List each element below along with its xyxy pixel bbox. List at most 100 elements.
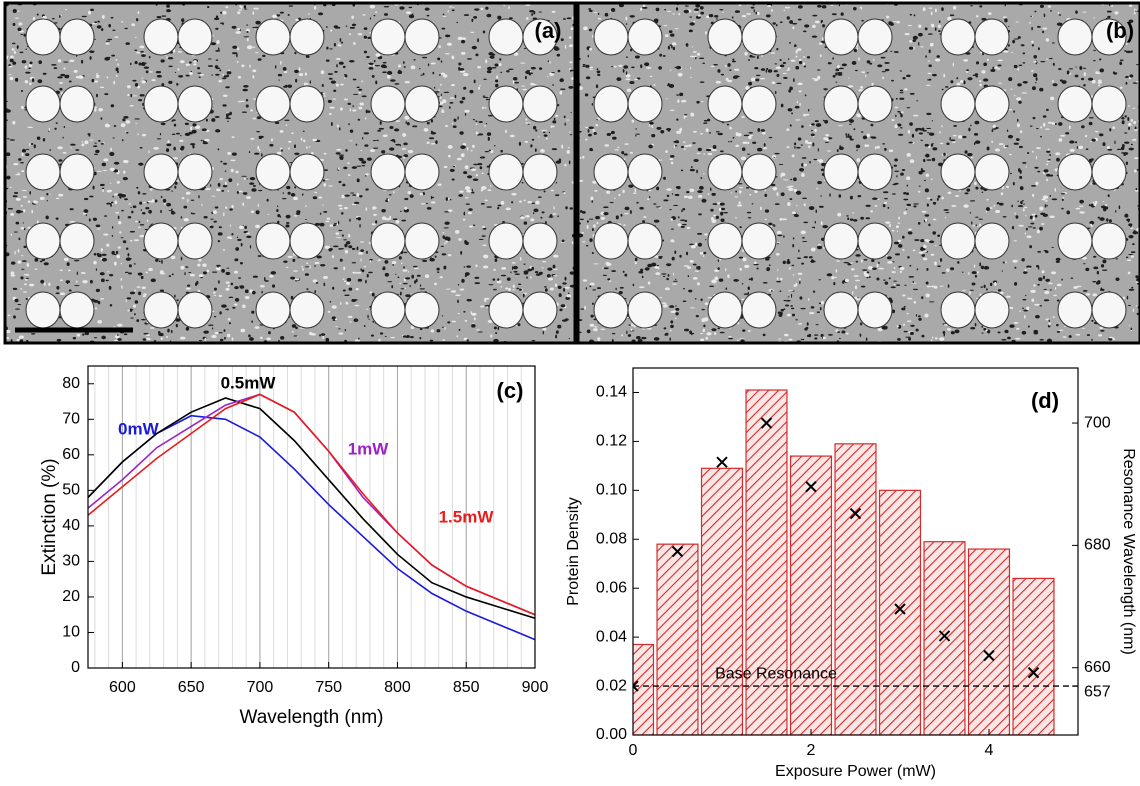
speckle: [193, 63, 197, 65]
speckle: [1024, 207, 1027, 209]
speckle: [220, 339, 224, 342]
speckle: [752, 203, 754, 204]
speckle: [519, 142, 521, 146]
speckle: [860, 217, 864, 220]
speckle: [664, 327, 667, 329]
speckle: [448, 198, 450, 200]
speckle: [663, 55, 666, 57]
speckle: [706, 149, 711, 151]
speckle: [253, 276, 258, 278]
speckle: [889, 224, 891, 227]
speckle: [462, 97, 466, 100]
speckle: [670, 110, 675, 111]
speckle: [404, 288, 406, 289]
speckle: [134, 263, 137, 264]
speckle: [918, 42, 919, 46]
speckle: [372, 293, 375, 297]
speckle: [855, 254, 860, 257]
speckle: [1007, 337, 1011, 340]
speckle: [966, 69, 969, 71]
speckle: [471, 313, 476, 316]
speckle: [951, 331, 955, 334]
speckle: [49, 194, 51, 195]
speckle: [26, 278, 29, 279]
speckle: [242, 112, 247, 113]
speckle: [94, 337, 97, 338]
speckle: [783, 300, 786, 301]
speckle: [892, 184, 896, 186]
speckle: [294, 70, 299, 73]
speckle: [166, 56, 167, 59]
speckle: [242, 202, 244, 206]
speckle: [894, 267, 896, 269]
speckle: [1012, 226, 1014, 229]
speckle: [1052, 198, 1057, 200]
speckle: [897, 222, 900, 223]
speckle: [149, 56, 151, 59]
speckle: [471, 324, 476, 328]
speckle: [143, 333, 148, 335]
speckle: [293, 270, 298, 271]
speckle: [779, 164, 783, 165]
speckle: [1121, 117, 1125, 119]
speckle: [400, 292, 402, 296]
speckle: [903, 323, 905, 326]
speckle: [489, 284, 494, 285]
speckle: [861, 131, 864, 132]
speckle: [196, 281, 198, 285]
speckle: [182, 197, 185, 199]
speckle: [561, 145, 563, 149]
speckle: [472, 145, 475, 148]
speckle: [345, 149, 348, 152]
speckle: [21, 205, 23, 207]
nanodisk: [405, 292, 439, 328]
speckle: [168, 66, 172, 67]
speckle: [166, 5, 170, 8]
speckle: [1135, 275, 1138, 278]
speckle: [945, 217, 946, 218]
speckle: [803, 56, 805, 58]
speckle: [13, 195, 18, 197]
nanodisk: [290, 154, 324, 190]
speckle: [1089, 221, 1094, 225]
speckle: [937, 234, 940, 237]
speckle: [690, 67, 691, 69]
speckle: [931, 12, 933, 16]
speckle: [255, 225, 260, 228]
speckle: [1115, 210, 1116, 213]
speckle: [780, 21, 783, 23]
nanodisk: [371, 292, 405, 328]
speckle: [219, 295, 222, 297]
speckle: [366, 251, 368, 254]
speckle: [171, 120, 173, 121]
speckle: [732, 16, 733, 18]
speckle: [232, 136, 235, 138]
speckle: [190, 274, 195, 277]
speckle: [146, 334, 150, 336]
speckle: [186, 327, 189, 331]
speckle: [342, 184, 345, 187]
speckle: [474, 317, 476, 320]
speckle: [780, 59, 782, 61]
speckle: [640, 8, 642, 11]
speckle: [322, 93, 325, 94]
speckle: [498, 327, 500, 330]
speckle: [776, 24, 778, 26]
speckle: [1036, 128, 1039, 129]
speckle: [531, 13, 533, 16]
speckle: [690, 307, 695, 308]
speckle: [264, 277, 266, 281]
speckle: [936, 55, 939, 58]
speckle: [94, 21, 97, 23]
speckle: [116, 67, 119, 71]
speckle: [752, 142, 756, 144]
speckle: [692, 46, 693, 47]
speckle: [222, 104, 226, 106]
speckle: [656, 187, 659, 191]
panel-label: (a): [535, 18, 562, 43]
speckle: [367, 315, 368, 319]
speckle: [762, 132, 766, 134]
speckle: [535, 129, 537, 131]
speckle: [604, 267, 609, 269]
speckle: [26, 149, 30, 150]
